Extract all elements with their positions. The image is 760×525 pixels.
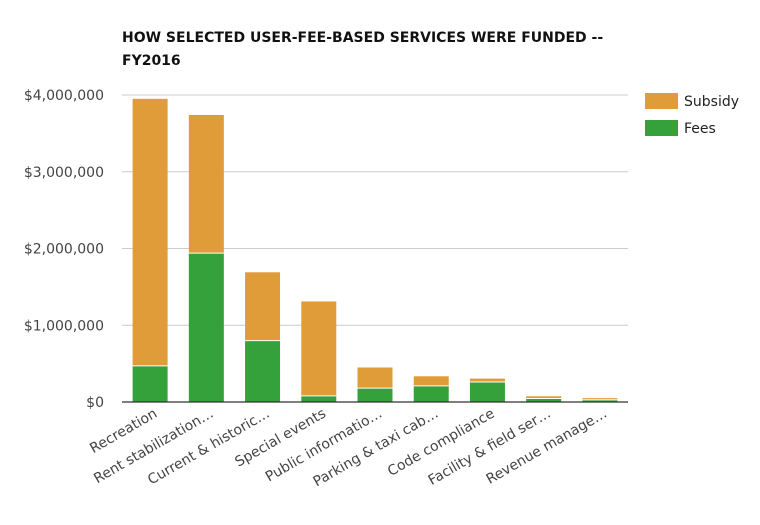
y-tick-label: $3,000,000 (24, 165, 104, 181)
bar-fees (582, 399, 618, 402)
bar-fees (301, 395, 337, 402)
bar-fees (469, 382, 505, 402)
bar-fees (132, 365, 168, 402)
y-tick-label: $2,000,000 (24, 242, 104, 258)
y-tick-label: $1,000,000 (24, 318, 104, 334)
bar-subsidy (582, 398, 618, 400)
bar-subsidy (413, 376, 449, 386)
legend-swatch-fees (645, 120, 678, 136)
bar-fees (245, 340, 281, 402)
bar-subsidy (357, 367, 393, 389)
legend: Subsidy Fees (645, 93, 739, 137)
bar-subsidy (188, 114, 224, 254)
chart-title: HOW SELECTED USER-FEE-BASED SERVICES WER… (122, 30, 604, 69)
bars (132, 98, 618, 402)
bar-subsidy (526, 396, 562, 399)
legend-label-subsidy: Subsidy (684, 94, 739, 110)
bar-fees (188, 253, 224, 402)
bar-subsidy (469, 378, 505, 383)
bar-subsidy (132, 98, 168, 366)
y-tick-label: $0 (86, 395, 104, 411)
y-tick-label: $4,000,000 (24, 88, 104, 104)
bar-fees (357, 388, 393, 402)
axes: $0 $1,000,000 $2,000,000 $3,000,000 $4,000,0… (24, 88, 628, 490)
bar-fees (526, 398, 562, 402)
legend-swatch-subsidy (645, 93, 678, 109)
bar-fees (413, 385, 449, 402)
bar-subsidy (301, 301, 337, 396)
legend-label-fees: Fees (684, 121, 716, 137)
bar-subsidy (245, 272, 281, 341)
